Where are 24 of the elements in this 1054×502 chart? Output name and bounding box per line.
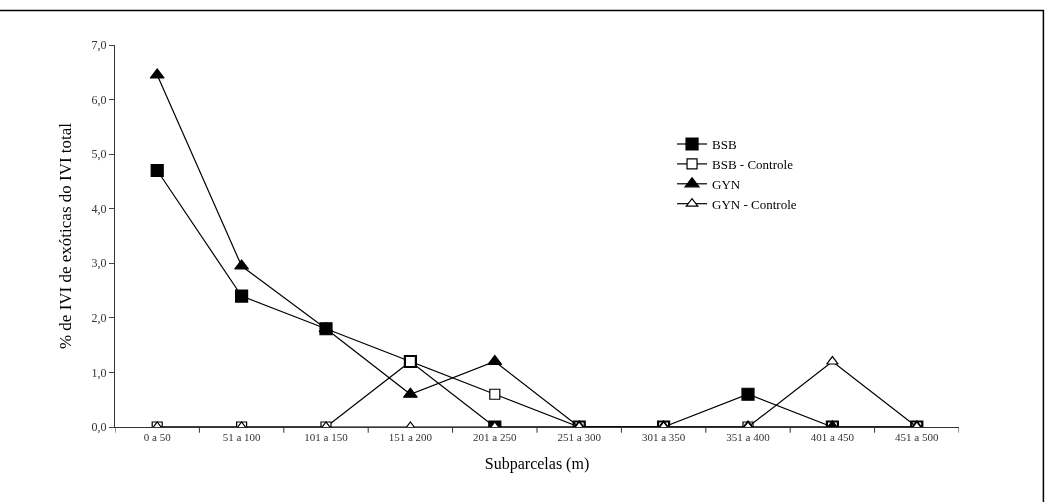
y-tick-label: 4,0 <box>91 201 107 216</box>
y-tick-label: 0,0 <box>91 420 107 435</box>
x-tick-label: 151 a 200 <box>388 431 433 444</box>
x-tick-label: 51 a 100 <box>222 431 262 444</box>
x-tick-label: 301 a 350 <box>641 431 686 444</box>
x-tick-label: 451 a 500 <box>895 431 939 444</box>
y-tick-label: 5,0 <box>91 147 107 162</box>
y-tick-label: 7,0 <box>91 38 107 53</box>
y-axis-title: % de IVI de exóticas do IVI total <box>56 122 76 350</box>
legend-label: GYN - Controle <box>712 196 797 212</box>
legend-label: GYN <box>712 176 741 192</box>
x-tick-label: 251 a 300 <box>557 431 602 444</box>
x-tick-label: 201 a 250 <box>473 431 517 444</box>
legend-label: BSB - Controle <box>712 156 794 172</box>
y-tick-label: 3,0 <box>91 256 107 271</box>
legend-label: BSB <box>712 137 737 153</box>
x-tick-label: 351 a 400 <box>726 431 771 444</box>
x-tick-label: 101 a 150 <box>304 431 349 444</box>
y-tick-label: 1,0 <box>91 365 107 380</box>
y-tick-label: 2,0 <box>91 311 107 326</box>
x-tick-label: 0 a 50 <box>143 431 172 444</box>
x-axis-title: Subparcelas (m) <box>484 454 590 473</box>
y-tick-label: 6,0 <box>91 92 107 107</box>
x-tick-label: 401 a 450 <box>810 431 855 444</box>
